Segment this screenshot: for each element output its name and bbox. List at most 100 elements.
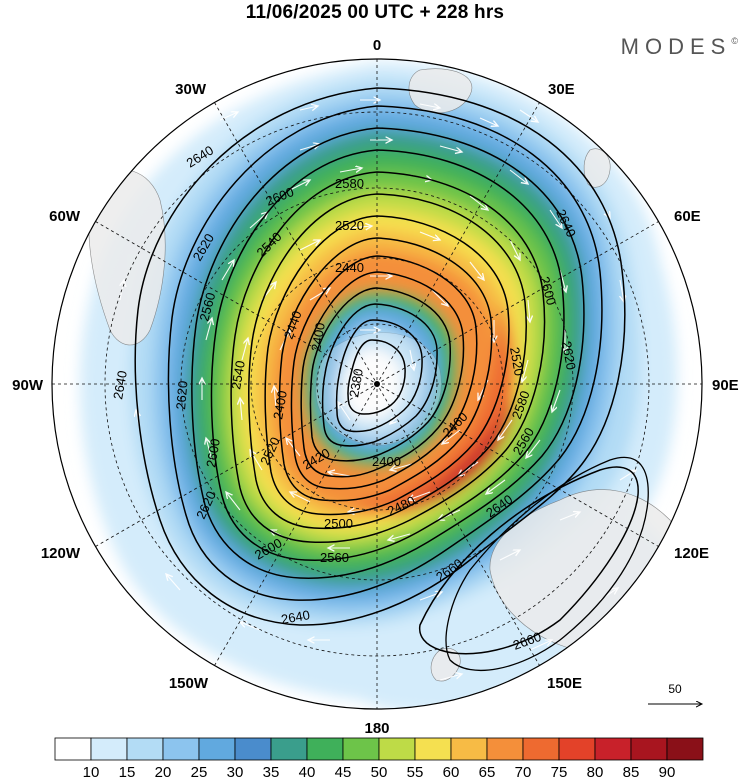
contour-label: 2400	[372, 454, 401, 469]
map-border	[51, 58, 703, 710]
contour-label: 2560	[320, 550, 349, 565]
contour-label: 2640	[280, 607, 311, 627]
colorbar-swatch	[270, 737, 308, 761]
vector	[509, 169, 528, 184]
contour-label: 2540	[228, 359, 248, 390]
vector	[519, 109, 538, 122]
vector	[498, 419, 513, 440]
colorbar-tick-label: 15	[119, 764, 136, 781]
vector	[299, 106, 318, 110]
colorbar: 10 15 20 25 30 35 40 45 50 55 60 65 70 75 80 85 90	[54, 737, 704, 781]
vector	[241, 338, 248, 361]
land-masses	[88, 68, 682, 682]
colorbar-tick-label: 60	[443, 764, 460, 781]
vector	[479, 117, 498, 126]
vector	[166, 574, 181, 591]
colorbar-tick-label: 25	[191, 764, 208, 781]
vector	[486, 479, 506, 494]
contour-label: 2620	[173, 380, 190, 410]
colorbar-tick-label: 55	[407, 764, 424, 781]
africa-tip	[408, 68, 473, 114]
latitude-circle	[316, 323, 438, 445]
contour-2520	[264, 215, 510, 516]
label-120w: 120W	[41, 545, 81, 562]
vector	[526, 439, 541, 458]
antarctica	[315, 332, 442, 446]
contour-2540	[248, 193, 527, 530]
south-america	[88, 169, 166, 346]
brand-logo: MODES©	[621, 34, 738, 60]
vector-reference-label: 50	[668, 682, 682, 696]
contour-label: 2520	[335, 218, 364, 233]
vector	[529, 640, 552, 651]
brand-text: MODES	[620, 34, 732, 59]
contour-2460	[300, 271, 465, 478]
band-85	[390, 400, 515, 516]
vector	[339, 168, 362, 172]
label-90w: 90W	[12, 377, 44, 394]
contour-2660	[418, 466, 639, 655]
brand-mark: ©	[731, 36, 738, 46]
vector	[528, 299, 530, 322]
contour-2580	[210, 149, 565, 561]
vector	[552, 389, 561, 412]
contour-label: 2520	[507, 346, 527, 377]
meridian-labels: 0 180 90W 90E 30W 30E 60W 60E 120W 120E …	[12, 37, 739, 737]
vector	[328, 472, 351, 477]
label-0: 0	[373, 37, 381, 54]
vector	[274, 386, 276, 409]
colorbar-swatch	[666, 737, 704, 761]
colorbar-swatch	[486, 737, 524, 761]
colorbar-swatch	[414, 737, 452, 761]
vector	[442, 429, 461, 444]
vector	[509, 239, 520, 260]
contour-label: 2620	[559, 340, 579, 371]
vector	[206, 438, 213, 461]
contour-label: 2640	[110, 369, 130, 400]
label-60w: 60W	[49, 208, 81, 225]
vector	[559, 512, 580, 521]
label-30w: 30W	[175, 81, 207, 98]
contour-2420	[321, 303, 438, 447]
label-120e: 120E	[674, 545, 709, 562]
vector	[408, 491, 431, 500]
vector	[431, 289, 448, 306]
colorbar-swatch	[630, 737, 668, 761]
vector	[419, 103, 440, 108]
vector	[289, 180, 310, 191]
vector	[226, 492, 241, 511]
colorbar-tick-label: 40	[299, 764, 316, 781]
colorbar-tick-label: 70	[515, 764, 532, 781]
vector	[469, 261, 484, 280]
vector	[619, 470, 636, 481]
vector	[469, 195, 488, 210]
contour-2640-outer	[134, 87, 626, 626]
contour-2620	[167, 105, 603, 601]
colorbar-swatch	[126, 737, 164, 761]
colorbar-swatch	[306, 737, 344, 761]
vector	[240, 622, 261, 631]
colorbar-tick-label: 10	[83, 764, 100, 781]
contour-2440	[309, 287, 451, 462]
colorbar-tick-label: 45	[335, 764, 352, 781]
vector	[390, 463, 413, 470]
vector	[388, 533, 411, 540]
contour-label: 2560	[196, 291, 218, 323]
colorbar-tick-label: 80	[587, 764, 604, 781]
colorbar-swatch	[342, 737, 380, 761]
colorbar-tick-label: 65	[479, 764, 496, 781]
colorbar-tick-label: 75	[551, 764, 568, 781]
latitude-circle	[104, 111, 650, 657]
colorbar-swatch	[450, 737, 488, 761]
vector	[419, 231, 440, 240]
contour-2600	[191, 127, 585, 579]
colorbar-swatch	[162, 737, 200, 761]
contour-label: 2600	[203, 437, 223, 468]
vector	[309, 288, 330, 301]
colorbar-tick-label: 30	[227, 764, 244, 781]
colorbar-swatch	[90, 737, 128, 761]
core-white	[343, 348, 404, 421]
vector	[349, 226, 372, 228]
vector	[219, 112, 238, 121]
